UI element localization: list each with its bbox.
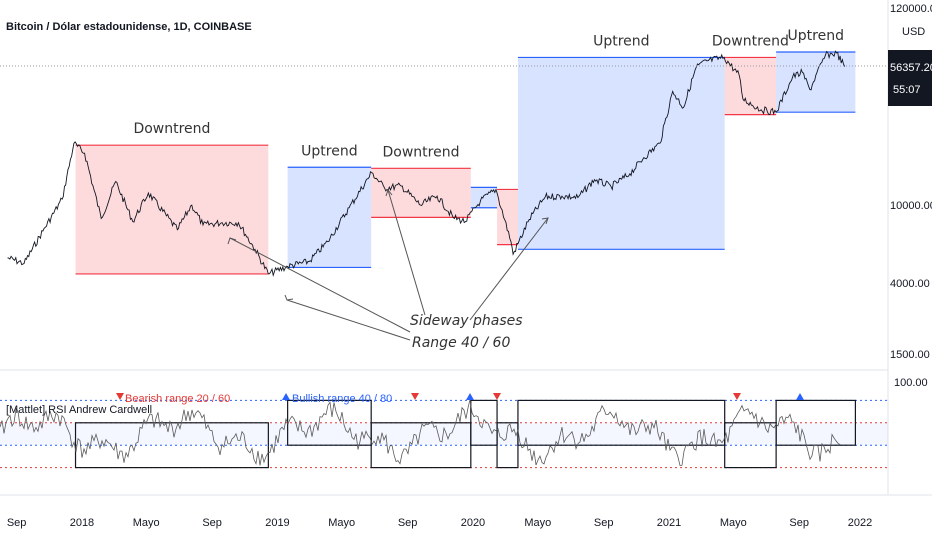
- time-tick: Sep: [398, 517, 418, 529]
- zone-bullish: [517, 57, 725, 250]
- zone-label: Downtrend: [383, 144, 460, 160]
- time-tick: 2022: [848, 517, 872, 529]
- arrow-line: [387, 189, 426, 316]
- rsi-signal-marker: [116, 393, 124, 400]
- zone-label: Uptrend: [593, 33, 649, 49]
- arrow-line: [286, 299, 411, 341]
- time-tick: Sep: [202, 517, 222, 529]
- trend-zones: [75, 51, 856, 275]
- price-tick: 10000.00: [890, 200, 932, 212]
- arrow-line: [469, 217, 549, 321]
- rsi-range-box: [74, 422, 269, 469]
- rsi-signal-marker: [493, 393, 501, 400]
- zone-bearish: [724, 57, 777, 115]
- time-tick: 2020: [461, 517, 485, 529]
- bearish-range-label: Bearish range 20 / 60: [125, 393, 230, 405]
- time-tick: Sep: [789, 517, 809, 529]
- countdown-value: 55:07: [893, 84, 921, 96]
- price-line: [7, 50, 846, 278]
- time-tick: Sep: [594, 517, 614, 529]
- zone-label: Uptrend: [788, 28, 844, 44]
- zone-label: Uptrend: [301, 143, 357, 159]
- price-series-group: [7, 50, 846, 278]
- zone-bullish: [776, 51, 856, 113]
- zone-bearish: [497, 189, 518, 245]
- time-axis: Sep 2018 Mayo Sep 2019 Mayo Sep 2020 Mayo Sep 2021…: [7, 517, 872, 529]
- rsi-signal-marker: [282, 393, 290, 400]
- zone-label: Downtrend: [133, 121, 210, 137]
- time-tick: Sep: [7, 517, 27, 529]
- rsi-signal-marker: [411, 393, 419, 400]
- arrowhead: [541, 217, 549, 225]
- rsi-signal-marker: [466, 393, 474, 400]
- zone-bullish: [287, 167, 372, 268]
- zone-label: Downtrend: [712, 33, 789, 49]
- rsi-title: [Mattlet] RSI Andrew Cardwell: [6, 404, 152, 416]
- time-tick: Mayo: [133, 517, 160, 529]
- annotation-arrows: [227, 188, 549, 341]
- arrowhead: [284, 294, 294, 301]
- time-tick: Mayo: [328, 517, 355, 529]
- arrowhead: [385, 188, 393, 197]
- time-tick: Mayo: [720, 517, 747, 529]
- price-tick: 120000.00: [890, 3, 932, 15]
- sideway-annotation: Sideway phases: [410, 313, 523, 329]
- time-tick: 2019: [265, 517, 289, 529]
- bullish-range-label: Bullish range 40 / 80: [292, 393, 392, 405]
- last-price-value: 56357.20: [890, 62, 932, 74]
- time-tick: Mayo: [524, 517, 551, 529]
- rsi-signal-marker: [733, 393, 741, 400]
- price-tick: 4000.00: [890, 278, 930, 290]
- price-axis: 120000.00 10000.00 4000.00 1500.00: [890, 3, 932, 361]
- rsi-line: [0, 399, 841, 466]
- arrowhead: [227, 237, 237, 245]
- time-tick: 2018: [70, 517, 94, 529]
- rsi-signal-marker: [796, 393, 804, 400]
- rsi-band: [0, 422, 888, 446]
- chart-title: Bitcoin / Dólar estadounidense, 1D, COIN…: [6, 21, 252, 33]
- arrow-line: [229, 237, 411, 333]
- range-annotation: Range 40 / 60: [412, 335, 510, 351]
- price-tick: 1500.00: [890, 349, 930, 361]
- zone-bearish: [75, 145, 269, 274]
- time-tick: 2021: [657, 517, 681, 529]
- rsi-pane: [0, 393, 888, 469]
- price-axis-unit: USD: [902, 26, 925, 38]
- rsi-axis-label: 100.00: [894, 377, 928, 389]
- last-price-badge: [888, 50, 932, 106]
- zone-bearish: [371, 168, 471, 218]
